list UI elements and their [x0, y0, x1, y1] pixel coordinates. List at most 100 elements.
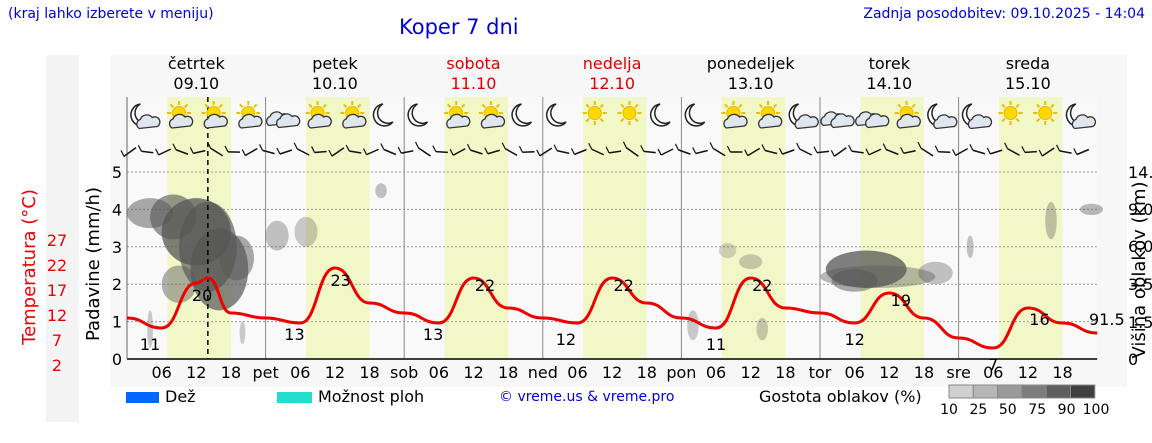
temp-tick: 12 — [47, 306, 67, 325]
temperature-label: 22 — [613, 276, 633, 295]
cloud-density-swatch — [1070, 384, 1096, 399]
credit-link[interactable]: © vreme.us & vreme.pro — [499, 389, 675, 405]
moon-cloud-icon — [130, 103, 161, 130]
wind-barb — [1041, 147, 1055, 157]
wind-barb-flag — [969, 143, 974, 151]
cloud-density-mark — [1079, 203, 1103, 216]
temp-tick: 7 — [52, 331, 62, 350]
sun-ray — [897, 103, 902, 109]
wind-barb — [296, 148, 310, 156]
wind-barb — [782, 149, 795, 155]
sun-disc — [1003, 106, 1018, 120]
wind-barb-flag — [414, 141, 420, 149]
cloud-shape — [723, 113, 748, 129]
hour-tick: 12 — [463, 363, 483, 382]
wind-barb — [1059, 150, 1072, 154]
hour-tick: 18 — [359, 363, 379, 382]
wind-barb — [470, 149, 483, 155]
day-abbr-tick: ned — [528, 363, 558, 382]
hour-tick: 12 — [602, 363, 622, 382]
cloud-density-mark — [219, 235, 255, 281]
sun-cloud-icon — [236, 101, 263, 129]
moon-icon — [684, 103, 706, 127]
wind-barb — [886, 148, 899, 156]
cloud-icon — [855, 111, 890, 129]
wind-barb-flag — [345, 144, 350, 152]
sun-ray — [461, 103, 466, 109]
wind-barb-flag — [848, 144, 853, 152]
moon-shape — [511, 103, 533, 127]
wind-barb-flag — [224, 145, 229, 153]
temp-tick: 2 — [52, 356, 62, 375]
wind-barb — [487, 149, 501, 155]
cloud-density-mark — [147, 310, 153, 348]
wind-barb — [556, 150, 570, 154]
wind-barb-flag — [484, 147, 489, 155]
cloud-density-swatch — [948, 384, 974, 399]
hour-tick: 12 — [879, 363, 899, 382]
cloud-density-swatch — [997, 384, 1023, 399]
wind-barb-flag — [1038, 149, 1043, 157]
day-name: ponedeljek — [707, 54, 796, 73]
day-abbr-tick: sre — [946, 363, 970, 382]
wind-barb-flag — [328, 149, 333, 157]
sun-ray — [446, 103, 452, 109]
wind-barb — [279, 149, 293, 155]
wind-barb-flag — [466, 143, 472, 151]
temperature-label: 16 — [1029, 310, 1049, 329]
wind-barb — [712, 147, 726, 157]
sun-disc — [1038, 106, 1053, 120]
sun-ray — [585, 117, 590, 123]
wind-barb — [1007, 148, 1020, 156]
moon-icon — [407, 103, 429, 127]
wind-barb — [591, 148, 605, 156]
wind-barb — [678, 149, 691, 155]
sun-ray — [1001, 117, 1006, 123]
cloud-height-tick: 14. — [1128, 163, 1152, 182]
sun-ray — [599, 117, 604, 123]
hour-tick: 18 — [914, 363, 934, 382]
precip-axis-label: Padavine (mm/h) — [83, 187, 104, 341]
wind-barb-flag — [363, 148, 368, 155]
day-abbr-tick: sob — [390, 363, 418, 382]
sun-ray — [585, 103, 590, 109]
moon-shape — [545, 103, 567, 127]
daylight-band — [306, 97, 370, 359]
wind-barb — [452, 148, 466, 156]
wind-barb-flag — [397, 146, 402, 154]
precip-tick: 4 — [112, 200, 122, 219]
sun-cloud-icon — [201, 101, 228, 129]
wind-barb — [331, 147, 345, 157]
cloud-density-swatch — [972, 384, 999, 399]
wind-barb-flag — [259, 144, 264, 151]
sun-icon — [998, 101, 1023, 125]
precip-tick: 1 — [112, 313, 122, 332]
wind-barb — [764, 149, 778, 155]
cloud-icon — [265, 111, 301, 129]
cloud-shape — [238, 113, 263, 129]
temperature-label: 7 — [988, 355, 998, 374]
wind-barb-flag — [311, 146, 316, 153]
cloud-density-mark — [1045, 201, 1057, 240]
cloud-shape — [1071, 114, 1097, 130]
daylight-band — [721, 97, 786, 359]
sun-ray — [634, 103, 639, 109]
wind-barb — [504, 147, 518, 157]
day-date: 15.10 — [1005, 74, 1051, 93]
sun-ray — [911, 103, 916, 109]
cloud-density-tick: 10 — [940, 402, 958, 418]
cloud-density-tick: 25 — [969, 402, 987, 418]
hour-tick: 06 — [567, 363, 587, 382]
hour-tick: 18 — [775, 363, 795, 382]
day-date: 14.10 — [866, 74, 912, 93]
location-hint[interactable]: (kraj lahko izberete v meniju) — [8, 6, 214, 22]
day-date: 09.10 — [173, 74, 219, 93]
cloud-density-mark — [718, 243, 737, 259]
temperature-label: 12 — [844, 330, 864, 349]
wind-barb-flag — [241, 149, 246, 156]
day-name: četrtek — [168, 54, 226, 73]
sun-cloud-icon — [166, 101, 194, 129]
wind-barb-flag — [796, 142, 801, 150]
hour-tick: 18 — [221, 363, 241, 382]
